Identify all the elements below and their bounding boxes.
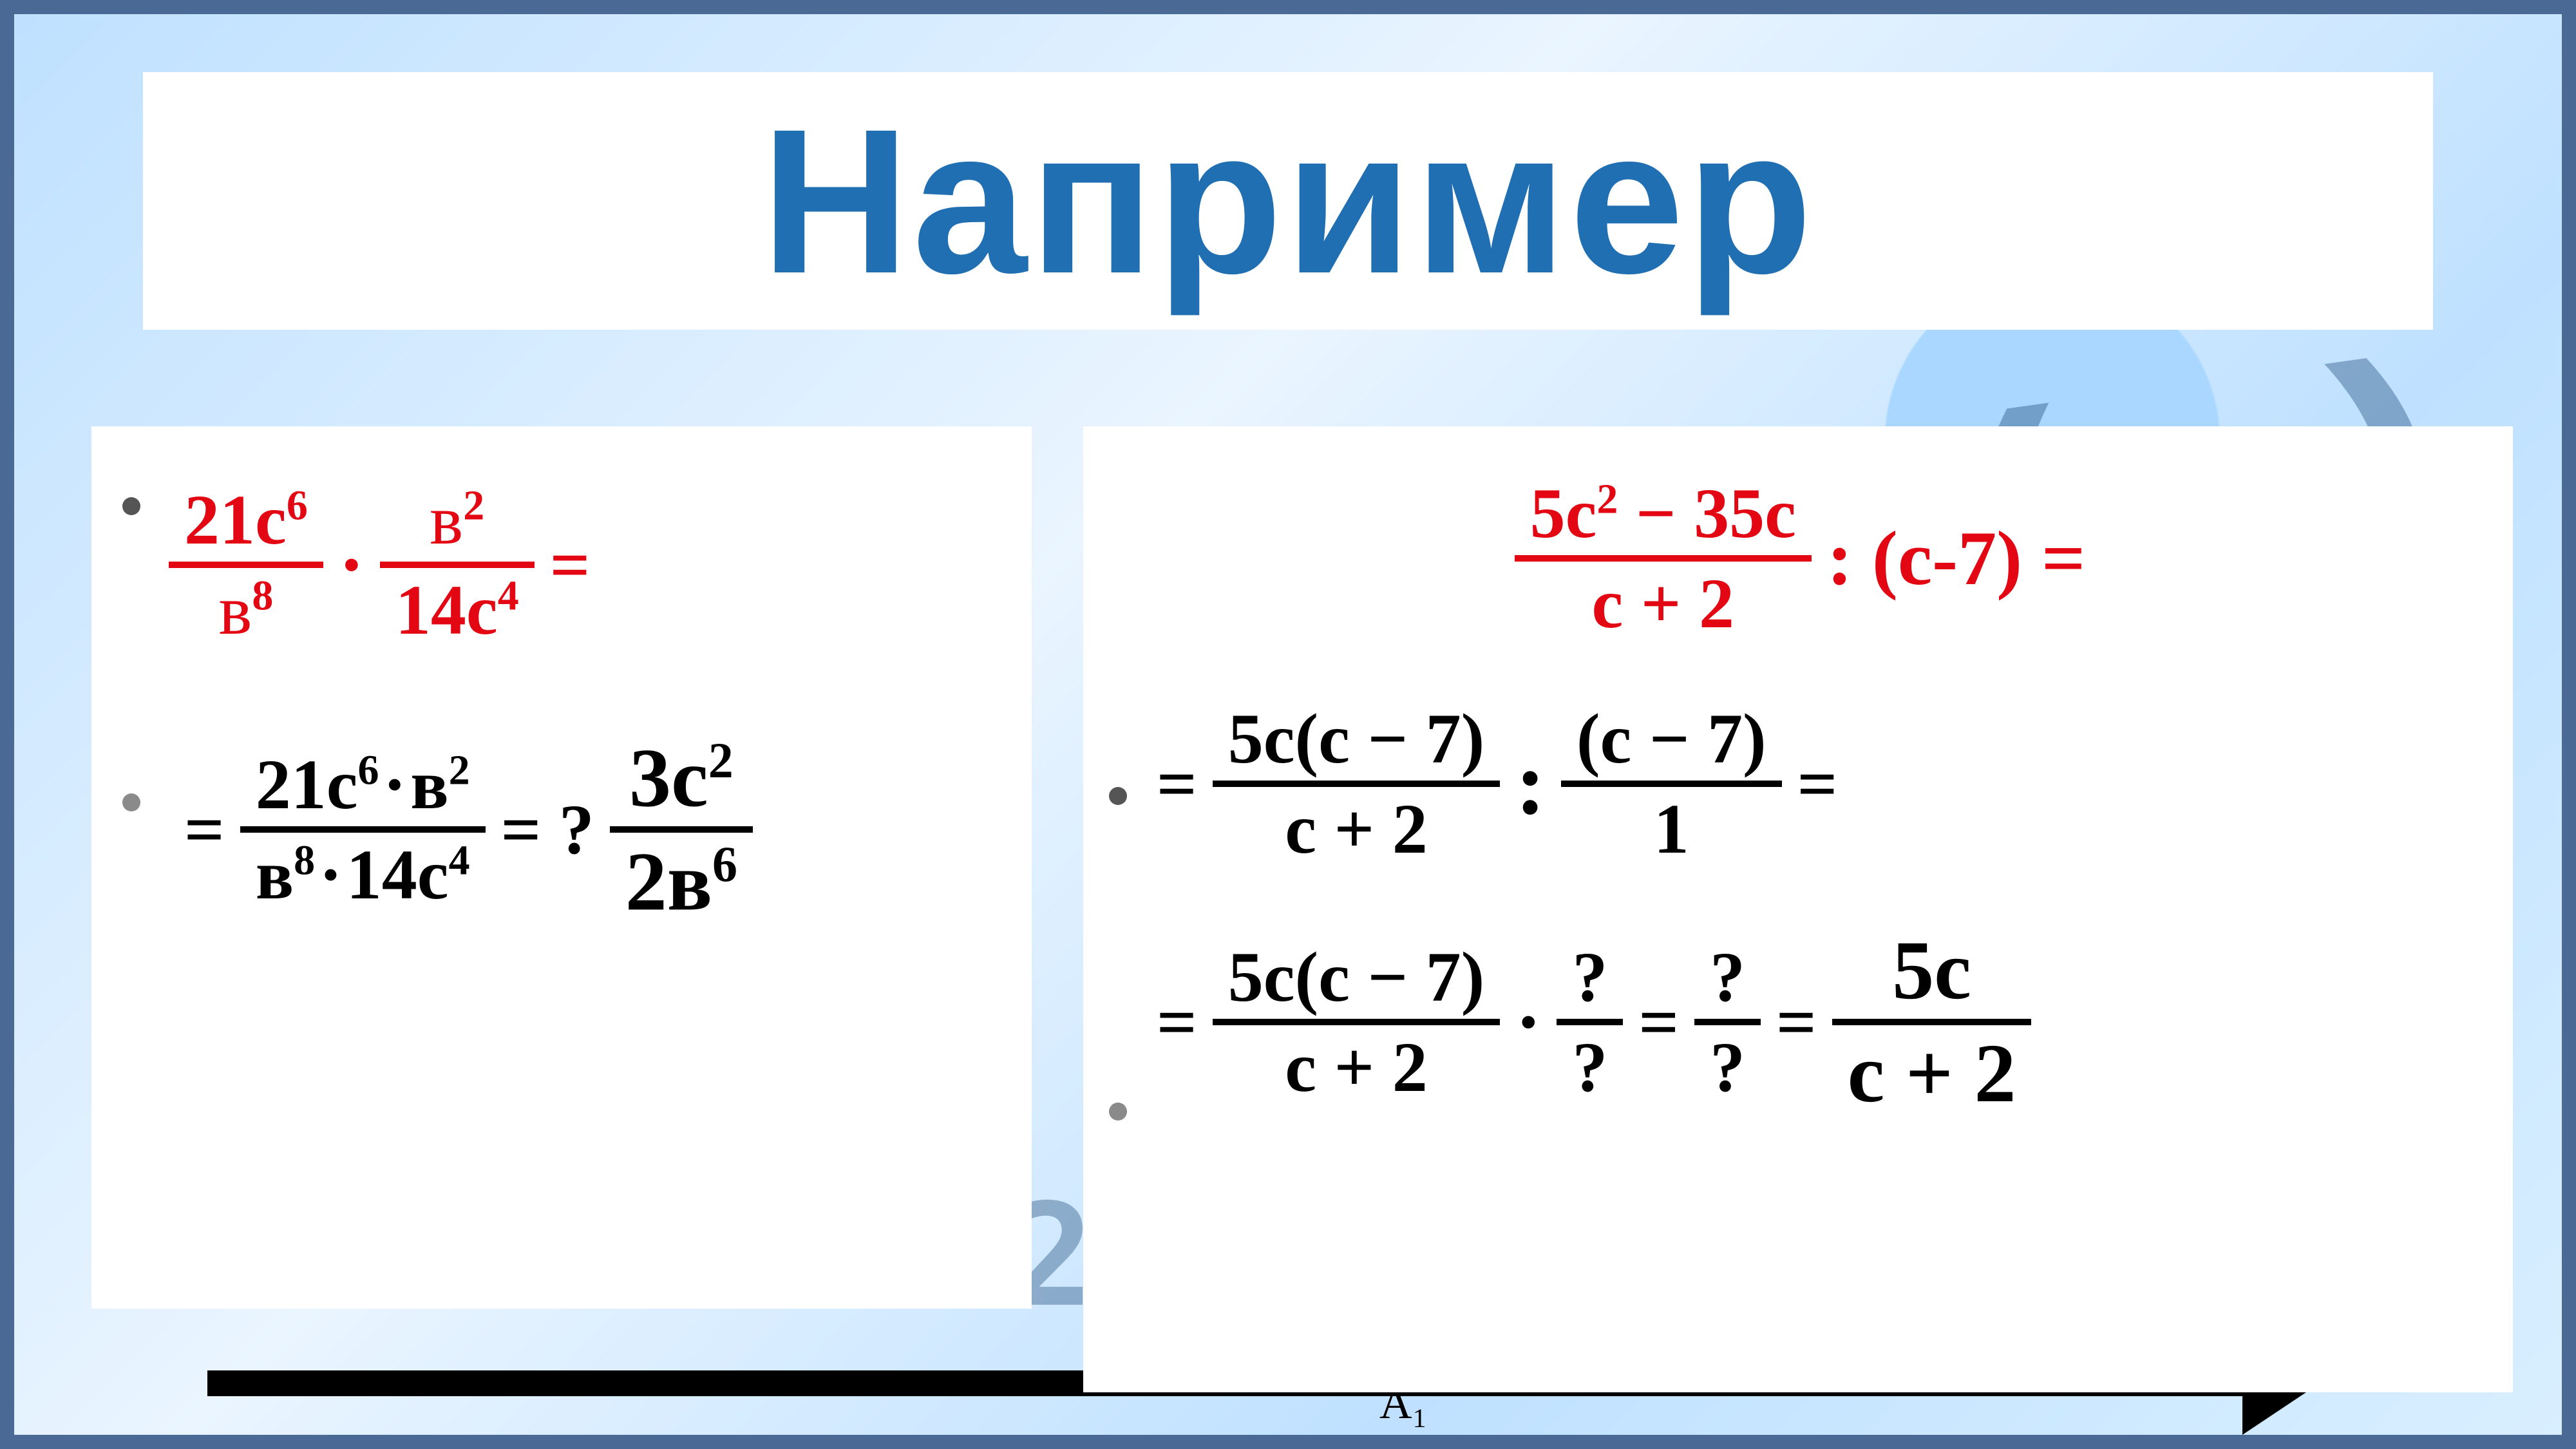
denominator: 14с4: [380, 568, 535, 652]
equals-question: = ?: [486, 794, 610, 865]
right-line-2: = 5с(с − 7) с + 2 : (с − 7) 1 =: [1141, 697, 2474, 871]
fraction-bar: [1515, 555, 1812, 562]
fraction: 21с6 в8: [169, 478, 323, 652]
fraction-bar: [1561, 781, 1782, 787]
equals: =: [1141, 987, 1213, 1057]
right-line-1: 5с2 − 35с с + 2 : (с-7) =: [1141, 471, 2474, 645]
fraction: 5с(с − 7) с + 2: [1213, 935, 1501, 1109]
equals: =: [1141, 748, 1213, 819]
slide-frame: 2 (x) 0123456789 A₁ Например 21с6 в8 · в…: [0, 0, 2576, 1449]
denominator: с + 2: [1269, 787, 1443, 871]
fraction-bar: [380, 562, 535, 568]
left-line-2: = 21с6·в2 в8·14с4 = ? 3с2 2в6: [169, 729, 993, 931]
numerator: 21с6·в2: [240, 743, 486, 826]
fraction-bar: [1213, 781, 1501, 787]
numerator: 5с(с − 7): [1213, 697, 1501, 781]
numerator: 3с2: [614, 729, 749, 826]
left-line-1: 21с6 в8 · в2 14с4 =: [169, 478, 993, 652]
fraction-bar: [1557, 1019, 1623, 1025]
tail-text: : (с-7) =: [1812, 520, 2101, 597]
fraction: ? ?: [1557, 935, 1623, 1109]
numerator: ?: [1557, 935, 1623, 1019]
denominator: ?: [1694, 1025, 1761, 1109]
numerator: 5с: [1877, 922, 1987, 1019]
fraction-bar: [1832, 1019, 2032, 1025]
right-line-3: = 5с(с − 7) с + 2 · ? ? = ? ? = 5с: [1141, 922, 2474, 1122]
page-title: Например: [761, 82, 1815, 319]
denominator: ?: [1557, 1025, 1623, 1109]
numerator: (с − 7): [1561, 697, 1782, 781]
equals: =: [535, 529, 606, 600]
fraction-bar: [1213, 1019, 1501, 1025]
fraction-bar: [169, 562, 323, 568]
denominator: в8·14с4: [240, 833, 486, 916]
numerator: 5с2 − 35с: [1515, 471, 1812, 555]
equals: =: [169, 794, 240, 865]
fraction: 5с(с − 7) с + 2: [1213, 697, 1501, 871]
numerator: в2: [414, 478, 500, 562]
operator-dot: ·: [323, 526, 380, 603]
fraction: 3с2 2в6: [610, 729, 753, 931]
bullet-icon: [1109, 1103, 1127, 1121]
denominator: с + 2: [1832, 1025, 2032, 1122]
equals: =: [1761, 987, 1832, 1057]
operator-dot: ·: [1500, 983, 1557, 1061]
bullet-icon: [122, 793, 140, 811]
fraction: (с − 7) 1: [1561, 697, 1782, 871]
bullet-icon: [122, 497, 140, 515]
fraction-bar: [610, 826, 753, 833]
denominator: с + 2: [1269, 1025, 1443, 1109]
equals: =: [1623, 987, 1694, 1057]
fraction: 5с с + 2: [1832, 922, 2032, 1122]
title-card: Например: [143, 72, 2433, 330]
numerator: 21с6: [169, 478, 323, 562]
example-panel-left: 21с6 в8 · в2 14с4 = = 21с6·в2 в8·14с4 = …: [91, 426, 1032, 1309]
fraction: в2 14с4: [380, 478, 535, 652]
bullet-icon: [1109, 787, 1127, 805]
fraction-bar: [1694, 1019, 1761, 1025]
numerator: 5с(с − 7): [1213, 935, 1501, 1019]
fraction-bar: [240, 826, 486, 833]
denominator: 2в6: [610, 833, 753, 930]
fraction: ? ?: [1694, 935, 1761, 1109]
example-panel-right: 5с2 − 35с с + 2 : (с-7) = = 5с(с − 7) с …: [1083, 426, 2513, 1392]
denominator: в8: [203, 568, 289, 652]
fraction: 21с6·в2 в8·14с4: [240, 743, 486, 916]
numerator: ?: [1694, 935, 1761, 1019]
denominator: с + 2: [1576, 562, 1750, 645]
equals: =: [1782, 748, 1853, 819]
denominator: 1: [1638, 787, 1705, 871]
operator-colon: :: [1500, 739, 1561, 829]
fraction: 5с2 − 35с с + 2: [1515, 471, 1812, 645]
